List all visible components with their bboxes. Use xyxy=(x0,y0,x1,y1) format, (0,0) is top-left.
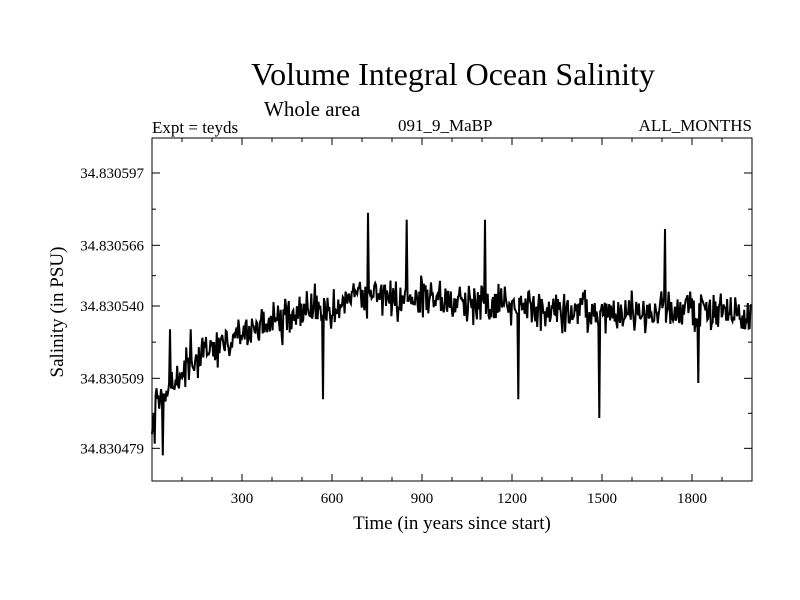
y-tick-label: 34.830597 xyxy=(80,166,144,182)
y-axis-title: Salinity (in PSU) xyxy=(47,247,68,378)
x-tick-label: 1200 xyxy=(497,491,527,507)
x-tick-label: 1500 xyxy=(587,491,617,507)
x-tick-label: 600 xyxy=(321,491,344,507)
y-tick-label: 34.830509 xyxy=(80,371,144,387)
months-label: ALL_MONTHS xyxy=(638,116,752,135)
x-tick-label: 1800 xyxy=(677,491,707,507)
y-tick-label: 34.830479 xyxy=(80,441,144,457)
chart-title: Volume Integral Ocean Salinity xyxy=(251,56,655,92)
y-axis: 34.830479 34.830509 34.830540 34.830566 34.8… xyxy=(80,166,752,457)
run-id-label: 091_9_MaBP xyxy=(398,116,493,135)
y-tick-label: 34.830566 xyxy=(80,238,144,254)
chart-subtitle: Whole area xyxy=(264,97,361,121)
x-axis-title: Time (in years since start) xyxy=(353,513,551,534)
y-tick-label: 34.830540 xyxy=(80,299,144,315)
series-line-salinity xyxy=(151,212,753,456)
x-tick-label: 300 xyxy=(231,491,254,507)
x-tick-label: 900 xyxy=(411,491,434,507)
experiment-label: Expt = teyds xyxy=(152,118,239,137)
x-axis: 300 600 900 1200 1500 1800 xyxy=(181,138,723,507)
